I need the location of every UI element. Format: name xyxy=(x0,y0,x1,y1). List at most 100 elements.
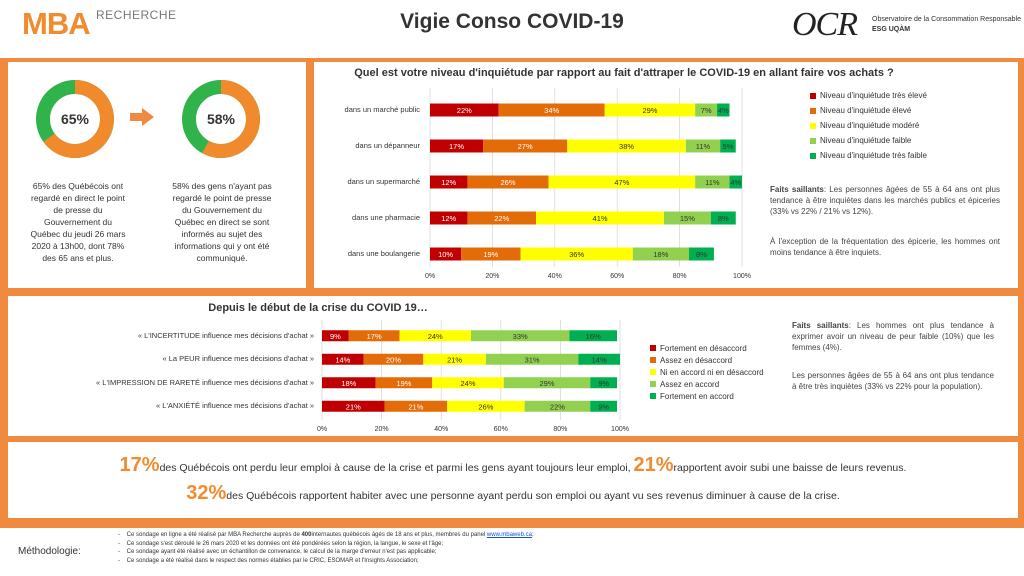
chart-title: Quel est votre niveau d'inquiétude par r… xyxy=(354,67,894,79)
highlights-note: Faits saillants: Les hommes ont plus ten… xyxy=(792,320,994,353)
category-label: « L'IMPRESSION DE RARETÉ influence mes d… xyxy=(96,377,314,387)
data-label: 41% xyxy=(593,214,608,223)
donut-panel: 65% 58% 65% des Québécois ont regardé en… xyxy=(8,62,306,288)
legend-item: Niveau d'inquiétude faible xyxy=(810,133,927,148)
highlights-label: Faits saillants xyxy=(770,185,824,194)
methodology-list: - Ce sondage en ligne a été réalisé par … xyxy=(118,531,718,565)
category-label: dans un dépanneur xyxy=(355,141,420,150)
data-label: 29% xyxy=(642,106,657,115)
legend-item: Assez en accord xyxy=(650,378,764,390)
ocr-logo-subtitle: Observatoire de la Consommation Responsa… xyxy=(872,16,1022,23)
stat-text: des Québécois rapportent habiter avec un… xyxy=(226,490,840,502)
bar-segment xyxy=(548,175,696,189)
legend-swatch xyxy=(810,107,816,114)
category-label: dans une boulangerie xyxy=(347,249,420,258)
methodology-text: internautes québécois âgés de 18 ans et … xyxy=(311,532,486,538)
bar-segment xyxy=(710,211,736,225)
data-label: 11% xyxy=(696,142,711,151)
bar-segment xyxy=(664,211,711,225)
highlights-note: Faits saillants: Les personnes âgées de … xyxy=(770,184,1000,217)
donut-chart-65: 65% xyxy=(36,80,114,158)
bar-segment xyxy=(461,247,521,261)
data-label: 8% xyxy=(696,250,707,259)
bar-segment xyxy=(520,247,633,261)
data-label: 24% xyxy=(461,379,476,388)
donut-chart-58: 58% xyxy=(182,80,260,158)
stat-line-1: 17%des Québécois ont perdu leur emploi à… xyxy=(8,454,1018,477)
legend-label: Niveau d'inquiétude faible xyxy=(820,136,912,145)
x-tick-label: 60% xyxy=(610,273,624,280)
legend-label: Niveau d'inquiétude très faible xyxy=(820,151,927,160)
bar-segment xyxy=(590,377,618,389)
bar-segment xyxy=(485,353,579,365)
bar-segment xyxy=(578,353,620,365)
bar-segment xyxy=(375,377,433,389)
bar-segment xyxy=(363,353,424,365)
bar-segment xyxy=(717,103,730,117)
stacked-bar-chart-influence: 0% 20% 40% 60% 80% 100% 9% 17% 24% 33% 16% 14% 20% 21… xyxy=(317,320,629,433)
bar-segment xyxy=(384,400,448,412)
legend-item: Niveau d'inquiétude très faible xyxy=(810,148,927,163)
data-label: 34% xyxy=(544,106,559,115)
data-label: 38% xyxy=(619,142,634,151)
data-label: 9% xyxy=(598,379,609,388)
x-tick-label: 0% xyxy=(425,273,435,280)
x-tick-label: 80% xyxy=(673,273,687,280)
highlights-label: Faits saillants xyxy=(792,321,849,330)
category-label: « L'ANXIÉTÉ influence mes décisions d'ac… xyxy=(156,401,314,411)
legend-swatch xyxy=(810,122,816,129)
stacked-bar-chart-worry: 0% 20% 40% 60% 80% 100% 22% 34% 29% 7% 4% 17% 27% 38%… xyxy=(425,88,751,280)
donut-label: 65% xyxy=(61,111,90,127)
data-label: 33% xyxy=(513,332,528,341)
legend-label: Fortement en accord xyxy=(660,391,734,401)
bar-segment xyxy=(322,330,349,342)
bar-segment xyxy=(471,330,570,342)
sample-size: 400 xyxy=(301,532,312,538)
x-tick-label: 80% xyxy=(553,426,567,433)
methodology-text: Ce sondage en ligne a été réalisé par MB… xyxy=(126,532,300,538)
bar-segment xyxy=(604,103,696,117)
data-label: 19% xyxy=(483,250,498,259)
bar-segment xyxy=(567,139,686,153)
bar-segment xyxy=(432,377,504,389)
bar-segment xyxy=(569,330,618,342)
bar-segment xyxy=(322,400,385,412)
data-label: 22% xyxy=(550,402,565,411)
influence-chart-panel: Depuis le début de la crise du COVID 19…… xyxy=(8,296,1018,436)
legend-item: Ni en accord ni en désaccord xyxy=(650,366,764,378)
x-tick-label: 40% xyxy=(548,273,562,280)
data-label: 10% xyxy=(438,250,453,259)
data-label: 21% xyxy=(346,402,361,411)
data-label: 17% xyxy=(367,332,382,341)
donut-value-arc xyxy=(36,80,114,158)
legend-swatch xyxy=(810,92,816,99)
bar-segment xyxy=(322,353,364,365)
x-tick-label: 0% xyxy=(317,426,327,433)
data-label: 19% xyxy=(396,379,411,388)
category-label: « La PEUR influence mes décisions d'acha… xyxy=(162,354,314,364)
data-label: 16% xyxy=(586,332,601,341)
methodology-item: - Ce sondage ayant été réalisé avec un é… xyxy=(118,549,437,555)
highlights-text: : Les hommes ont plus tendance à exprime… xyxy=(792,321,995,352)
methodology-text: Ce sondage s'est déroulé le 26 mars 2020… xyxy=(126,540,444,547)
stats-panel: 17%des Québécois ont perdu leur emploi à… xyxy=(8,442,1018,518)
header xyxy=(0,0,1024,56)
legend-item: Niveau d'inquiétude très élevé xyxy=(810,88,927,103)
legend-label: Assez en désaccord xyxy=(660,355,733,365)
bar-segment xyxy=(685,139,721,153)
panel-link[interactable]: www.mbaweb.ca xyxy=(486,532,532,538)
legend-swatch xyxy=(650,345,656,351)
page-title: Vigie Conso COVID-19 xyxy=(400,10,624,33)
methodology-text: Ce sondage a été réalisé dans le respect… xyxy=(126,557,419,564)
legend-label: Ni en accord ni en désaccord xyxy=(660,367,764,377)
stat-line-2: 32%des Québécois rapportent habiter avec… xyxy=(8,482,1018,505)
legend-label: Niveau d'inquiétude modéré xyxy=(820,121,920,130)
methodology-label: Méthodologie: xyxy=(18,546,81,557)
bar-segment xyxy=(524,400,591,412)
methodology-item: - Ce sondage en ligne a été réalisé par … xyxy=(118,532,534,538)
chart-title: Depuis le début de la crise du COVID 19… xyxy=(208,302,428,314)
category-label: dans un marché public xyxy=(344,105,420,114)
legend-label: Fortement en désaccord xyxy=(660,343,747,353)
bar-segment xyxy=(503,377,591,389)
bar-segment xyxy=(498,103,605,117)
